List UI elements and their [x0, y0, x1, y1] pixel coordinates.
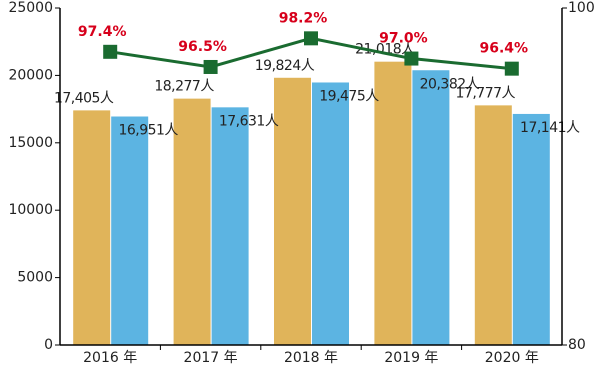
bar — [512, 113, 550, 345]
x-tick-label: 2017 年 — [184, 350, 238, 366]
line-value-label: 96.5% — [178, 39, 227, 55]
bar — [412, 70, 450, 345]
marker — [304, 31, 318, 46]
marker — [504, 61, 519, 76]
bar — [111, 116, 149, 345]
x-tick-label: 2019 年 — [384, 350, 438, 366]
bar — [73, 110, 111, 345]
value-label: 19,475人 — [319, 88, 379, 104]
line-value-label: 96.4% — [480, 41, 529, 57]
y2-tick-label: 100 — [568, 0, 595, 16]
value-label: 21,018人 — [355, 42, 415, 58]
value-label: 17,631人 — [219, 113, 279, 129]
y-tick-label: 0 — [44, 337, 53, 353]
y-tick-label: 15000 — [8, 135, 53, 151]
x-tick-label: 2018 年 — [284, 350, 338, 366]
marker — [103, 44, 118, 59]
y-tick-label: 25000 — [8, 0, 53, 16]
value-label: 17,777人 — [456, 85, 516, 101]
x-tick-label: 2020 年 — [485, 350, 539, 366]
y-tick-label: 5000 — [17, 270, 53, 286]
x-tick-label: 2016 年 — [83, 350, 137, 366]
y2-tick-label: 80 — [568, 337, 586, 353]
line-value-label: 97.4% — [78, 24, 127, 40]
marker — [404, 51, 419, 66]
bar — [474, 105, 512, 345]
y-tick-label: 10000 — [8, 202, 53, 218]
bar — [274, 77, 311, 346]
bar — [374, 61, 412, 345]
value-label: 20,382人 — [420, 76, 480, 92]
line-value-label: 97.0% — [379, 31, 428, 47]
value-label: 19,824人 — [255, 58, 315, 74]
value-label: 18,277人 — [154, 79, 214, 95]
bar — [211, 107, 249, 345]
bar — [312, 82, 349, 346]
value-label: 16,951人 — [118, 123, 178, 139]
value-label: 17,405人 — [54, 90, 114, 106]
bar — [173, 98, 211, 345]
line-value-label: 98.2% — [279, 10, 328, 26]
marker — [203, 59, 218, 74]
value-label: 17,141人 — [520, 120, 580, 136]
y-tick-label: 20000 — [8, 67, 53, 83]
